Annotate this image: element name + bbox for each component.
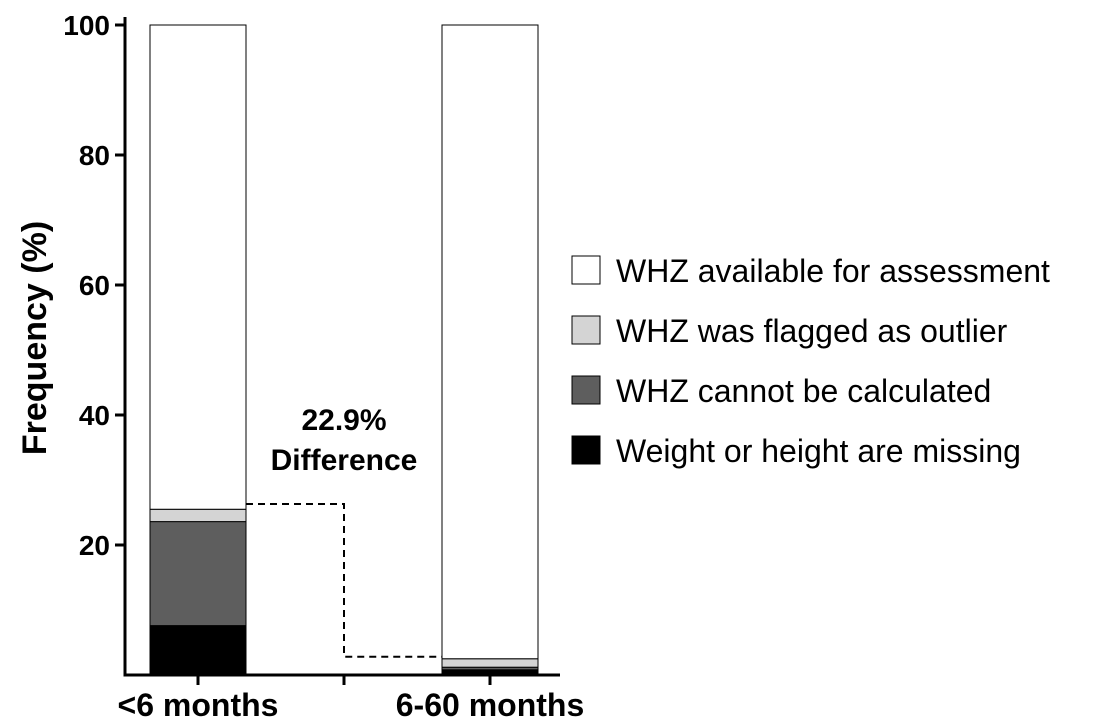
bar-segment-6-months-whz-cannot-be-calculated (149, 521, 247, 627)
legend-label-weight-or-height-are-missing: Weight or height are missing (616, 433, 1021, 469)
bars-layer (149, 24, 539, 676)
difference-annotation: 22.9% Difference (246, 404, 442, 658)
y-tick-label-20: 20 (79, 530, 110, 561)
difference-text-label: Difference (271, 444, 418, 477)
x-category-label-6-60-months: 6-60 months (396, 687, 584, 723)
y-tick-label-100: 100 (63, 10, 110, 41)
bar-segment-6-60-months-whz-available-for-assessment (441, 24, 539, 660)
y-tick-label-60: 60 (79, 270, 110, 301)
legend-swatch-whz-cannot-be-calculated (571, 375, 601, 405)
bar-segment-6-months-whz-available-for-assessment (149, 24, 247, 510)
bar-segment-6-months-weight-or-height-are-missing (149, 625, 247, 676)
difference-dashed-line (246, 503, 442, 658)
legend-label-whz-available-for-assessment: WHZ available for assessment (616, 253, 1050, 289)
x-category-label-6-months: <6 months (118, 687, 279, 723)
y-tick-label-80: 80 (79, 140, 110, 171)
y-axis-title: Frequency (%) (16, 221, 54, 455)
legend-swatch-whz-available-for-assessment (571, 255, 601, 285)
difference-value-label: 22.9% (301, 404, 386, 437)
legend-label-whz-was-flagged-as-outlier: WHZ was flagged as outlier (616, 313, 1008, 349)
legend-swatch-weight-or-height-are-missing (571, 435, 601, 465)
legend-label-whz-cannot-be-calculated: WHZ cannot be calculated (616, 373, 991, 409)
y-tick-label-40: 40 (79, 400, 110, 431)
bar-segment-6-months-whz-was-flagged-as-outlier (149, 508, 247, 523)
axes-layer (123, 17, 560, 677)
bar-segment-6-60-months-whz-was-flagged-as-outlier (441, 658, 539, 668)
ticks-layer: 20 40 60 80 100 <6 months 6-60 months (63, 10, 584, 723)
legend: WHZ available for assessment WHZ was flag… (571, 253, 1050, 469)
legend-swatch-whz-was-flagged-as-outlier (571, 315, 601, 345)
